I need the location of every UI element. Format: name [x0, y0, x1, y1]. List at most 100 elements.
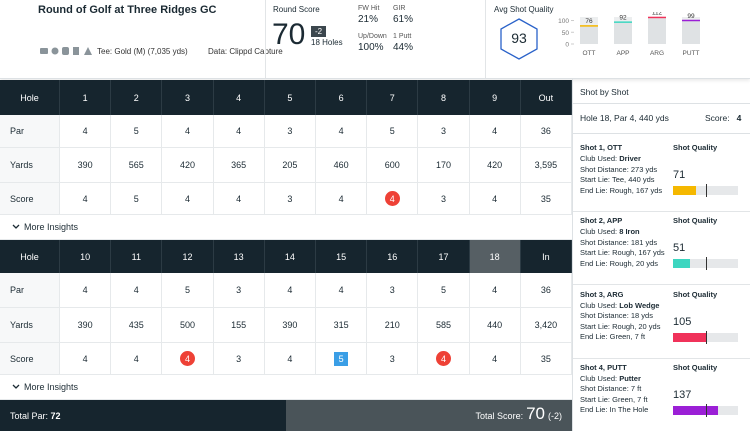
- table-cell: 4: [469, 115, 521, 148]
- cell-text: 6: [338, 92, 344, 103]
- quality-label: Shot Quality: [673, 289, 718, 299]
- table-cell: 500: [162, 308, 214, 343]
- field-label: Shot Distance:: [580, 384, 629, 394]
- bar-top: [648, 16, 666, 19]
- score-value: 4: [736, 113, 742, 123]
- total-par-label: Total Par:: [10, 411, 49, 421]
- field-label: End Lie:: [580, 258, 608, 268]
- table-cell: 4: [469, 273, 521, 308]
- cell-text: 205: [282, 160, 298, 170]
- cell-text: 10: [80, 251, 91, 262]
- table-cell: 4: [162, 343, 214, 375]
- round-score: 70: [272, 18, 306, 51]
- bar: [580, 26, 598, 44]
- table-cell: 4: [60, 343, 112, 375]
- cell-text: 5: [133, 126, 139, 136]
- table-cell: 5: [162, 273, 214, 308]
- cell-text: 420: [487, 160, 503, 170]
- divider: [485, 0, 486, 78]
- quality-reference: [705, 184, 707, 197]
- field-label: Start Lie:: [580, 321, 611, 331]
- avg-chart: 0 50 100 76 OTT 92 APP 112 ARG 99 PUTT: [558, 12, 700, 57]
- quality-reference: [705, 330, 707, 344]
- cell-text: 500: [179, 320, 195, 330]
- cell-text: 15: [336, 251, 347, 262]
- table-cell: 35: [520, 343, 572, 375]
- table-cell: 10: [60, 240, 112, 273]
- table-cell: In: [520, 240, 572, 273]
- cell-text: 12: [182, 251, 193, 262]
- table-cell: 11: [111, 240, 163, 273]
- table-cell: 35: [520, 183, 572, 215]
- table-cell: 4: [264, 343, 316, 375]
- cell-text: 4: [184, 193, 190, 204]
- cell-text: 3: [184, 92, 190, 103]
- more-insights[interactable]: More Insights: [0, 215, 572, 240]
- quality-value: 71: [673, 169, 686, 181]
- cell-text: 440: [487, 320, 503, 330]
- field-value: 181 yds: [630, 237, 658, 247]
- cell-text: 5: [440, 285, 446, 295]
- shot-field: Shot Distance: 18 yds: [580, 311, 653, 320]
- table-cell: 8: [418, 80, 470, 115]
- bar-top: [614, 21, 632, 23]
- table-cell: 4: [162, 115, 214, 148]
- cell-text: 5: [133, 193, 139, 204]
- bar-top: [580, 25, 598, 27]
- data-label: Data:: [208, 47, 228, 56]
- table-cell: 390: [60, 308, 112, 343]
- more-insights[interactable]: More Insights: [0, 375, 572, 400]
- field-label: End Lie:: [580, 405, 608, 415]
- cell-text: Score: [10, 353, 34, 364]
- table-cell: Score: [0, 183, 60, 215]
- stat-label: 1 Putt: [393, 33, 412, 40]
- shot-field: End Lie: Rough, 167 yds: [580, 186, 662, 195]
- holes: 18 Holes: [311, 38, 343, 47]
- y-tick-label: 50: [562, 30, 570, 37]
- quality-value: 137: [673, 388, 692, 401]
- more-insights-label: More Insights: [24, 222, 79, 232]
- cell-text: Par: [10, 285, 25, 295]
- bar-top: [682, 19, 700, 22]
- field-label: Club Used:: [580, 227, 618, 237]
- cell-text: 3: [440, 193, 446, 204]
- panel-border: [572, 78, 573, 431]
- table-cell: 17: [418, 240, 470, 273]
- cell-text: 585: [435, 320, 451, 330]
- hole-score: Score: 4: [705, 113, 741, 123]
- cell-text: 4: [236, 92, 242, 103]
- table-cell: 5: [264, 80, 316, 115]
- table-cell: 3: [213, 343, 265, 375]
- cell-text: 13: [233, 251, 244, 262]
- cell-text: 5: [184, 285, 190, 295]
- cell-text: 365: [231, 160, 247, 170]
- table-cell: 420: [162, 148, 214, 183]
- value-label: 99: [687, 13, 695, 20]
- shot-field: Start Lie: Rough, 167 yds: [580, 248, 665, 257]
- field-value: Driver: [619, 154, 641, 163]
- separator: [573, 211, 750, 212]
- table-cell: 5: [418, 273, 470, 308]
- field-label: Start Lie:: [580, 175, 611, 184]
- table-cell: 170: [418, 148, 470, 183]
- table-cell: Out: [520, 80, 572, 115]
- cell-text: In: [542, 251, 550, 262]
- cell-text: 3: [236, 285, 242, 295]
- stat-label: FW Hit: [358, 5, 380, 12]
- table-cell: 6: [316, 80, 368, 115]
- x-tick-label: OTT: [583, 50, 596, 57]
- table-cell: 4: [264, 273, 316, 308]
- field-value: Rough, 20 yds: [609, 258, 658, 268]
- quality-bar: [673, 405, 718, 415]
- table-cell: 36: [520, 115, 572, 148]
- table-cell: 390: [60, 148, 112, 183]
- cell-text: 4: [133, 353, 139, 364]
- table-cell: 2: [111, 80, 163, 115]
- bar: [682, 20, 700, 44]
- table-cell: 4: [60, 273, 112, 308]
- cell-text: 4: [492, 126, 498, 136]
- stat-value: 100%: [358, 42, 384, 53]
- field-value: Rough, 20 yds: [612, 321, 661, 331]
- table-cell: 210: [367, 308, 419, 343]
